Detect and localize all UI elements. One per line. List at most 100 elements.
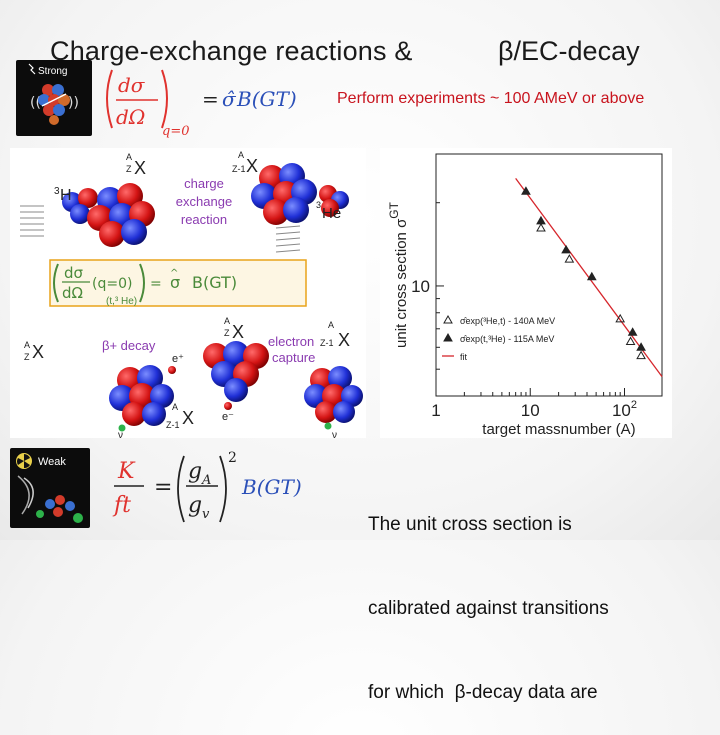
right-X: X: [338, 330, 350, 350]
mid-equals: =: [150, 276, 162, 292]
bottom-left-A: A: [24, 340, 30, 350]
right-Z1: Z-1: [320, 338, 334, 348]
weak-force-icon: Weak: [10, 448, 90, 528]
formula-exp: 2: [228, 450, 237, 466]
y-axis-label: unit cross section σGT: [387, 201, 410, 348]
helion-label: He: [322, 205, 341, 222]
mid-bgt: B(GT): [192, 273, 237, 292]
bottom-left-Z: Z: [24, 352, 30, 362]
strong-force-icon: Strong (( )): [16, 60, 92, 136]
weak-label: Weak: [38, 456, 66, 468]
mid-subscript: (t,³ He): [106, 296, 137, 307]
electron-capture-line1: electron: [268, 334, 314, 349]
legend-marker-2: [443, 332, 453, 342]
point-he3t: [625, 336, 636, 345]
bottom-X: X: [182, 408, 194, 428]
helion-nucleus: [319, 185, 349, 217]
formula-dsigma: dσ: [118, 73, 146, 97]
top-right-X: X: [246, 156, 258, 176]
nucleus-top-right: [251, 163, 317, 225]
point-the3: [627, 327, 638, 336]
svg-text:((: ((: [30, 95, 41, 111]
center-X: X: [232, 322, 244, 342]
y-axis-label-sub: GT: [387, 201, 401, 218]
bottom-A: A: [172, 402, 178, 412]
mid-formula: dσ dΩ (q=0) = σ ^ B(GT): [53, 263, 237, 303]
x-tick-label: 1: [431, 401, 440, 420]
svg-text:σ̂: σ̂: [222, 87, 237, 111]
calibration-line3: for which β-decay data are: [368, 682, 598, 703]
electron-label: e⁻: [222, 411, 234, 423]
legend-marker-1: [443, 314, 453, 324]
nucleus-bottom-left: [109, 365, 174, 426]
charge-exchange-line3: reaction: [181, 212, 227, 227]
x-tick-label: 10: [521, 401, 540, 420]
calibration-line1: The unit cross section is: [368, 514, 572, 535]
top-right-A: A: [238, 150, 244, 160]
x-tick-exp: 2: [631, 399, 637, 411]
formula-bgt: B(GT): [236, 87, 297, 111]
formula-bottom-bgt: B(GT): [241, 475, 302, 499]
point-the3: [636, 342, 646, 351]
electron-capture-line2: capture: [272, 350, 315, 365]
svg-text:)): )): [68, 95, 79, 111]
formula-gA-sub: A: [201, 473, 211, 488]
subtitle: Perform experiments ~ 100 AMeV or above: [337, 90, 645, 107]
mid-domega: dΩ: [62, 284, 83, 302]
top-right-Z1: Z-1: [232, 164, 246, 174]
nucleus-center: [203, 341, 269, 402]
plot-frame: [435, 153, 663, 397]
svg-text:^: ^: [170, 268, 178, 279]
top-left-X: X: [134, 158, 146, 178]
title-right: β/EC-decay: [498, 36, 640, 66]
positron-label: e⁺: [172, 353, 184, 365]
formula-gv-sub: v: [202, 507, 210, 522]
triton-mass: 3: [54, 186, 60, 197]
charge-exchange-line1: charge: [184, 176, 224, 191]
x-axis-label: target massnumber (A): [482, 421, 635, 438]
formula-gv: g: [188, 493, 202, 518]
top-left-A: A: [126, 152, 132, 162]
point-the3: [586, 271, 597, 281]
x-tick-label: 102: [612, 399, 637, 420]
formula-K: K: [117, 459, 136, 484]
formula-q0: q=0: [162, 124, 190, 139]
mid-dsigma: dσ: [64, 264, 84, 282]
formula-eq: =: [154, 475, 172, 500]
point-he3t: [615, 313, 626, 323]
center-Z: Z: [224, 328, 230, 338]
calibration-note: The unit cross section is calibrated aga…: [368, 455, 609, 735]
formula-domega: dΩ: [116, 105, 145, 129]
triton-label: H: [60, 187, 72, 204]
point-the3: [521, 186, 531, 195]
formula-gA: g: [188, 459, 202, 484]
bottom-left-X: X: [32, 342, 44, 362]
point-the3: [536, 215, 546, 225]
ft-value-formula: K ft = g A g v 2 B(GT): [110, 448, 360, 528]
bottom-Z1: Z-1: [166, 420, 180, 430]
nucleus-top-left: [87, 183, 155, 247]
charge-exchange-line2: exchange: [176, 194, 232, 209]
cross-section-formula: dσ dΩ q=0 = σ̂ B(GT): [100, 60, 340, 140]
point-the3: [561, 244, 571, 254]
top-left-Z: Z: [126, 164, 132, 174]
y-tick-label: 10: [411, 277, 430, 296]
right-A: A: [328, 320, 334, 330]
beta-plus-label: β+ decay: [102, 338, 156, 353]
point-he3t: [636, 350, 646, 360]
nu-right: ν: [332, 430, 337, 438]
point-he3t: [564, 254, 575, 263]
legend-entry-1: σ̂exp(³He,t) - 140A MeV: [460, 316, 555, 326]
mid-sigma: σ: [170, 273, 180, 292]
legend-entry-3: fit: [460, 352, 468, 362]
nucleus-bottom-right: [304, 366, 363, 423]
reaction-diagram: 3 H A Z X charge exchange reaction A Z-1…: [10, 148, 366, 441]
calibration-line2: calibrated against transitions: [368, 598, 609, 619]
triton-nucleus: [62, 188, 98, 224]
formula-ft: ft: [112, 493, 131, 518]
formula-equals: =: [202, 87, 219, 111]
point-he3t: [536, 222, 546, 232]
unit-cross-section-chart: 1 10 102 10 target massnumber (A) unit cross …: [380, 148, 672, 438]
strong-label: Strong: [38, 66, 67, 77]
helion-mass: 3: [316, 200, 321, 210]
